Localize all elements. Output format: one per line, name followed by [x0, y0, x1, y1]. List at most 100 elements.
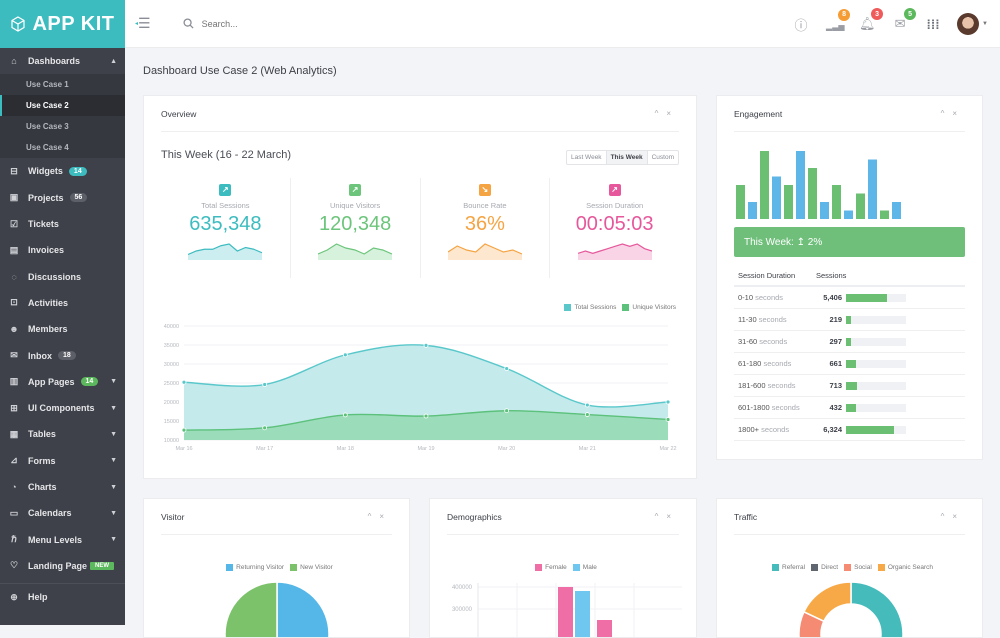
engagement-bar	[748, 202, 757, 219]
y-tick-label: 300000	[452, 607, 473, 613]
close-icon[interactable]: ×	[379, 512, 392, 521]
envelope-icon: ✉	[894, 16, 906, 31]
user-avatar[interactable]	[957, 13, 980, 35]
kpi-sparkline	[447, 243, 522, 260]
data-point[interactable]	[584, 402, 590, 408]
kpi-value: 120,348	[318, 213, 392, 235]
sidebar-item-tables[interactable]: ▦ Tables ▼	[0, 421, 125, 447]
duration-range: 11-30 seconds	[738, 315, 812, 324]
data-point[interactable]	[504, 366, 510, 371]
sidebar-item-projects[interactable]: ▣ Projects 56	[0, 185, 125, 211]
calendar-icon: ▭	[9, 507, 19, 518]
range-custom[interactable]: Custom	[651, 154, 674, 161]
home-icon: ⌂	[11, 56, 17, 67]
caret-down-icon[interactable]: ▼	[982, 21, 988, 27]
trend-up-icon: ↗	[608, 184, 621, 196]
engagement-bar	[760, 151, 769, 219]
data-point[interactable]	[262, 382, 268, 387]
sidebar-item-charts[interactable]: ◔ Charts ▼	[0, 474, 125, 500]
sidebar-subitem-use-case-3[interactable]: Use Case 3	[26, 122, 69, 132]
info-button[interactable]: ⓘ	[793, 15, 809, 34]
data-point[interactable]	[342, 352, 348, 358]
sidebar-item-inbox[interactable]: ✉ Inbox 18	[0, 342, 125, 368]
kpi-total-sessions: ↗ Total Sessions 635,348	[161, 178, 290, 278]
data-point[interactable]	[423, 413, 429, 419]
sidebar-item-forms[interactable]: ⊿ Forms ▼	[0, 448, 125, 474]
range-unit: seconds	[767, 381, 796, 390]
signal-button[interactable]: ▂▃▅ 8	[826, 8, 851, 32]
range-last-week[interactable]: Last Week	[570, 154, 602, 161]
sidebar-item-app-pages[interactable]: ▥ App Pages 14 ▼	[0, 369, 125, 395]
series-area-unique-visitors	[184, 410, 668, 440]
sidebar-item-discussions[interactable]: ◌ Discussions	[0, 263, 125, 289]
data-point[interactable]	[665, 399, 671, 405]
sidebar-item-activities[interactable]: ⊡ Activities	[0, 290, 125, 316]
sidebar-item-widgets[interactable]: ⊟ Widgets 14	[0, 158, 125, 184]
sidebar-item-members[interactable]: ☻ Members	[0, 316, 125, 342]
duration-range: 181-600 seconds	[738, 381, 812, 390]
collapse-icon[interactable]: ^	[654, 109, 667, 118]
sidebar-item-invoices[interactable]: ▤ Invoices	[0, 237, 125, 263]
data-point[interactable]	[584, 412, 590, 417]
close-icon[interactable]: ×	[952, 512, 965, 521]
close-icon[interactable]: ×	[952, 109, 965, 118]
info-icon: ⓘ	[794, 17, 808, 33]
collapse-icon[interactable]: ^	[940, 512, 953, 521]
y-tick-label: 25000	[164, 381, 179, 387]
brand-logo[interactable]: APP KIT	[0, 0, 125, 48]
caret-down-icon: ▼	[110, 378, 117, 386]
sidebar-item-dashboards[interactable]: ⌂ Dashboards ▲	[0, 48, 125, 74]
data-point[interactable]	[181, 427, 187, 433]
range-value: 0-10	[738, 293, 756, 302]
search-input[interactable]	[201, 18, 352, 29]
envelope-button[interactable]: ✉ 5	[892, 8, 917, 32]
dashboards-submenu: Use Case 1 Use Case 2 Use Case 3 Use Cas…	[0, 74, 125, 159]
caret-down-icon: ▼	[110, 483, 117, 491]
y-tick-label: 35000	[164, 343, 179, 349]
close-icon[interactable]: ×	[666, 109, 679, 118]
range-this-week[interactable]: This Week	[605, 151, 648, 164]
card-title: Demographics	[447, 511, 502, 522]
chat-icon: ◌	[11, 271, 17, 282]
engagement-bar	[832, 185, 841, 219]
kpi-value: 36%	[464, 213, 505, 235]
collapse-icon[interactable]: ^	[654, 512, 667, 521]
data-point[interactable]	[665, 417, 671, 422]
sidebar-item-label: Tables	[28, 429, 56, 440]
engagement-bar	[784, 185, 793, 219]
bell-button[interactable]: 🔔︎ 3	[859, 8, 884, 32]
kpi-sparkline	[188, 243, 263, 260]
sidebar-item-menu-levels[interactable]: ℏ Menu Levels ▼	[0, 526, 125, 552]
new-tag: NEW	[90, 561, 115, 570]
bell-icon: 🔔︎	[859, 16, 876, 31]
data-point[interactable]	[342, 412, 348, 418]
sidebar-item-landing-page[interactable]: ♡ Landing Page NEW	[0, 553, 125, 579]
data-point[interactable]	[423, 342, 429, 348]
sidebar-item-calendars[interactable]: ▭ Calendars ▼	[0, 500, 125, 526]
range-selector: Last Week This Week Custom	[565, 150, 679, 165]
sidebar-toggle-button[interactable]: ◂ ☰	[135, 15, 151, 32]
caret-down-icon: ▼	[110, 457, 117, 465]
search-icon	[183, 18, 194, 29]
bar-female	[558, 587, 573, 637]
data-point[interactable]	[504, 408, 510, 414]
close-icon[interactable]: ×	[666, 512, 679, 521]
data-point[interactable]	[181, 379, 187, 385]
sidebar-item-help[interactable]: ⊕ Help	[0, 584, 125, 610]
range-value: 1800+	[738, 425, 762, 434]
sidebar-item-ui-components[interactable]: ⊞ UI Components ▼	[0, 395, 125, 421]
sidebar-subitem-use-case-4[interactable]: Use Case 4	[26, 143, 69, 153]
sidebar-item-tickets[interactable]: ☑ Tickets	[0, 211, 125, 237]
apps-grid-icon: ⁞⁞⁞	[926, 16, 940, 32]
kpi-value: 635,348	[189, 213, 262, 235]
y-tick-label: 40000	[164, 324, 179, 330]
apps-grid-button[interactable]: ⁞⁞⁞	[925, 17, 941, 32]
duration-range: 31-60 seconds	[738, 337, 812, 346]
sparkline-line	[447, 243, 522, 255]
sidebar-nav: ⊟ Widgets 14 ▣ Projects 56 ☑ Tickets ▤ Invoices ◌ D…	[0, 158, 125, 579]
sidebar-subitem-use-case-2[interactable]: Use Case 2	[0, 95, 125, 117]
collapse-icon[interactable]: ^	[367, 512, 380, 521]
sidebar-subitem-use-case-1[interactable]: Use Case 1	[26, 80, 69, 90]
data-point[interactable]	[262, 425, 268, 431]
collapse-icon[interactable]: ^	[940, 109, 953, 118]
